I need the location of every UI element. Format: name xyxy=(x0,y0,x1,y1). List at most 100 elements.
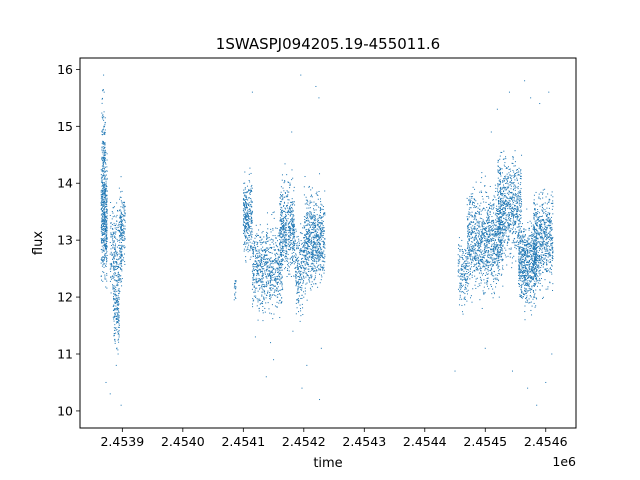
data-point xyxy=(117,226,119,228)
data-point xyxy=(244,187,246,189)
data-point xyxy=(321,226,323,228)
data-point xyxy=(490,284,492,286)
data-point xyxy=(469,212,471,214)
data-point xyxy=(502,246,504,248)
data-point xyxy=(101,194,103,196)
data-point xyxy=(308,207,310,209)
data-point xyxy=(251,231,253,233)
data-point xyxy=(296,268,298,270)
data-point xyxy=(101,265,103,267)
data-point xyxy=(521,210,523,212)
data-point xyxy=(468,252,470,254)
data-point xyxy=(101,221,103,223)
data-point xyxy=(265,270,267,272)
data-point xyxy=(471,231,473,233)
data-point xyxy=(246,230,248,231)
data-point xyxy=(482,232,484,234)
data-point xyxy=(519,192,521,194)
data-point xyxy=(250,186,252,188)
data-point xyxy=(111,254,113,256)
data-point xyxy=(483,243,485,245)
data-point xyxy=(476,210,478,212)
data-point xyxy=(300,273,302,275)
data-point xyxy=(286,257,288,259)
data-point xyxy=(116,315,118,317)
data-point xyxy=(103,191,105,193)
data-point xyxy=(322,257,324,259)
data-point xyxy=(468,234,470,236)
data-point xyxy=(289,214,291,216)
data-point xyxy=(269,281,271,283)
data-point xyxy=(103,116,105,118)
data-point xyxy=(101,160,103,162)
data-point xyxy=(234,296,236,298)
data-point xyxy=(313,243,315,245)
data-point xyxy=(280,220,282,222)
data-point xyxy=(324,212,326,214)
data-point xyxy=(476,241,478,243)
data-point xyxy=(494,261,496,263)
data-point xyxy=(298,259,300,261)
data-point xyxy=(490,251,492,253)
data-point xyxy=(310,263,312,265)
data-point xyxy=(122,216,124,218)
data-point xyxy=(258,299,260,301)
data-point xyxy=(264,270,266,272)
data-point xyxy=(114,298,116,300)
data-point xyxy=(269,312,271,314)
data-point xyxy=(466,272,468,274)
data-point xyxy=(472,201,474,203)
data-point xyxy=(293,218,295,220)
data-point xyxy=(279,244,281,246)
data-point xyxy=(318,251,320,253)
data-point xyxy=(317,254,319,256)
data-point xyxy=(122,259,124,261)
data-point xyxy=(250,206,252,208)
data-point xyxy=(102,210,104,212)
data-point xyxy=(491,249,493,251)
data-point xyxy=(105,197,107,199)
data-point xyxy=(496,260,498,262)
data-point xyxy=(120,227,122,229)
data-point xyxy=(465,257,467,259)
data-point xyxy=(292,209,294,211)
data-point xyxy=(310,240,312,242)
data-point xyxy=(104,155,106,157)
data-point xyxy=(242,210,244,211)
data-point xyxy=(110,232,112,234)
data-point xyxy=(293,240,295,242)
data-point xyxy=(281,260,283,262)
data-point xyxy=(280,206,282,208)
data-point xyxy=(113,261,115,263)
data-point xyxy=(320,233,322,235)
data-point xyxy=(313,211,315,213)
data-point xyxy=(314,246,316,248)
data-point xyxy=(119,290,121,292)
data-point xyxy=(317,194,319,196)
data-point xyxy=(492,297,494,299)
data-point xyxy=(459,283,461,285)
data-point xyxy=(281,259,283,261)
data-point xyxy=(116,263,118,265)
data-point xyxy=(313,236,315,238)
data-point xyxy=(317,234,319,236)
data-point xyxy=(112,244,114,246)
data-point xyxy=(105,189,107,191)
data-point xyxy=(291,262,293,264)
data-point xyxy=(113,235,115,237)
data-point xyxy=(297,276,299,278)
data-point xyxy=(114,294,116,296)
data-point xyxy=(499,240,501,242)
data-point xyxy=(105,163,107,165)
data-point xyxy=(484,185,486,187)
data-point xyxy=(106,234,108,236)
data-point xyxy=(102,89,104,91)
data-point xyxy=(257,273,259,275)
data-point xyxy=(478,250,480,252)
data-point xyxy=(287,223,289,225)
data-point xyxy=(322,266,324,268)
data-point xyxy=(106,223,108,225)
data-point xyxy=(497,267,499,269)
data-point xyxy=(280,294,282,296)
data-point xyxy=(498,218,500,220)
